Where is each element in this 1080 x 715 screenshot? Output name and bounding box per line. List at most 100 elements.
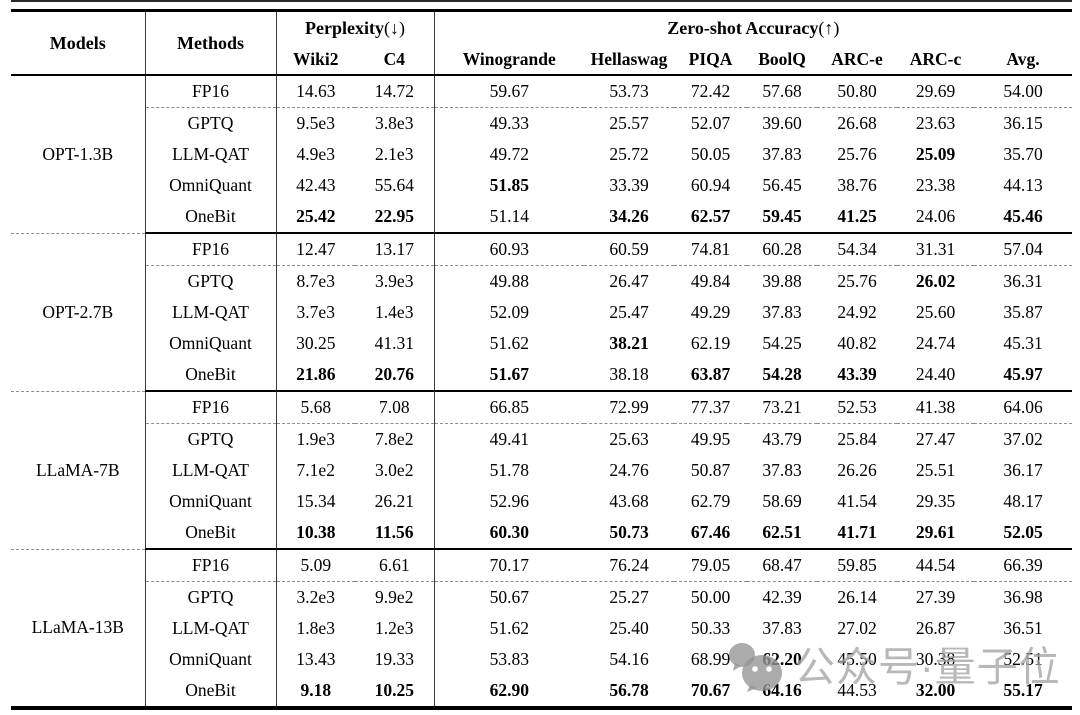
column-header-methods: Methods — [145, 10, 277, 76]
value-cell: 24.06 — [897, 201, 975, 234]
table-row: OneBit 21.86 20.76 51.67 38.18 63.87 54.28 43.3… — [11, 359, 1073, 392]
value-cell: 2.1e3 — [355, 139, 435, 170]
value-cell: 7.8e2 — [355, 423, 435, 455]
value-cell: 37.83 — [762, 302, 802, 322]
value-cell: 24.92 — [837, 302, 877, 322]
method-cell: OmniQuant — [145, 170, 277, 201]
column-header-piqa: PIQA — [674, 45, 748, 76]
method-cell: GPTQ — [145, 581, 277, 613]
value-cell: 11.56 — [355, 517, 435, 550]
value-cell: 25.63 — [609, 429, 649, 449]
value-cell: 3.0e2 — [355, 455, 435, 486]
method-cell: LLM-QAT — [145, 455, 277, 486]
value-cell: 54.25 — [762, 333, 802, 353]
value-cell: 67.46 — [674, 517, 748, 550]
value-cell: 60.94 — [690, 175, 731, 195]
table-row: OneBit 9.18 10.25 62.90 56.78 70.67 64.16 44.53… — [11, 675, 1072, 708]
value-cell: 10.25 — [355, 675, 435, 708]
value-cell: 60.28 — [747, 233, 818, 266]
value-cell: 76.24 — [584, 549, 675, 582]
value-cell: 29.35 — [915, 491, 956, 511]
value-cell: 37.83 — [762, 144, 802, 164]
table-row: LLM-QAT 4.9e3 2.1e3 49.72 25.72 50.05 37.83 25.… — [11, 139, 1072, 170]
table-row: LLM-QAT 3.7e3 1.4e3 52.09 25.47 49.29 37.83 24.… — [11, 297, 1072, 328]
table-top-rule — [11, 0, 1072, 2]
value-cell: 42.39 — [762, 587, 802, 607]
column-header-hellaswag: Hellaswag — [584, 45, 675, 76]
table-row: LLaMA-13B FP16 5.09 6.61 70.17 76.24 79.05 68.4… — [11, 549, 1073, 709]
value-cell: 14.72 — [355, 75, 435, 108]
value-cell: 27.39 — [915, 587, 956, 607]
value-cell: 59.85 — [817, 549, 898, 582]
value-cell: 40.82 — [837, 333, 877, 353]
value-cell: 54.34 — [817, 233, 898, 266]
header-row-groups: Models Methods Perplexity(↓) Zero-shot A… — [11, 10, 1072, 76]
value-cell: 26.02 — [915, 271, 956, 291]
value-cell: 10.38 — [276, 517, 355, 550]
value-cell: 68.47 — [747, 549, 818, 582]
table-row: GPTQ 9.5e3 3.8e3 49.33 25.57 52.07 39.60 26.68 2… — [11, 107, 1072, 139]
value-cell: 45.46 — [974, 201, 1073, 234]
value-cell: 3.8e3 — [355, 107, 435, 139]
value-cell: 73.21 — [747, 391, 818, 424]
value-cell: 15.34 — [296, 491, 336, 511]
value-cell: 20.76 — [355, 359, 435, 392]
value-cell: 36.98 — [1003, 587, 1043, 607]
value-cell: 25.60 — [915, 302, 956, 322]
value-cell: 7.08 — [355, 391, 435, 424]
table-row: OmniQuant 30.25 41.31 51.62 38.21 62.19 54.25 4… — [11, 328, 1072, 359]
value-cell: 25.76 — [837, 144, 877, 164]
value-cell: 50.05 — [690, 144, 731, 164]
value-cell: 34.26 — [584, 201, 675, 234]
value-cell: 62.57 — [674, 201, 748, 234]
value-cell: 51.62 — [489, 618, 529, 638]
results-table: Models Methods Perplexity(↓) Zero-shot A… — [11, 9, 1073, 710]
method-cell: LLM-QAT — [145, 297, 277, 328]
value-cell: 25.76 — [837, 271, 877, 291]
value-cell: 38.21 — [609, 333, 649, 353]
value-cell: 62.90 — [489, 680, 529, 700]
method-cell: GPTQ — [145, 265, 277, 297]
value-cell: 36.15 — [1003, 113, 1043, 133]
value-cell: 13.17 — [355, 233, 435, 266]
value-cell: 41.71 — [817, 517, 898, 550]
value-cell: 1.2e3 — [355, 613, 435, 644]
column-header-boolq: BoolQ — [747, 45, 818, 76]
value-cell: 44.13 — [1003, 175, 1043, 195]
table-row: OmniQuant 15.34 26.21 52.96 43.68 62.79 58.69 4… — [11, 486, 1072, 517]
value-cell: 26.26 — [837, 460, 877, 480]
value-cell: 9.9e2 — [355, 581, 435, 613]
value-cell: 49.41 — [489, 429, 529, 449]
value-cell: 56.78 — [609, 680, 649, 700]
value-cell: 54.00 — [974, 75, 1073, 108]
value-cell: 27.47 — [915, 429, 956, 449]
model-name: LLaMA-7B — [11, 391, 146, 550]
value-cell: 62.51 — [747, 517, 818, 550]
method-cell: GPTQ — [145, 107, 277, 139]
value-cell: 48.17 — [1003, 491, 1043, 511]
value-cell: 26.21 — [355, 486, 435, 517]
value-cell: 3.2e3 — [296, 587, 335, 607]
value-cell: 55.64 — [355, 170, 435, 201]
value-cell: 60.93 — [434, 233, 585, 266]
value-cell: 3.7e3 — [296, 302, 335, 322]
value-cell: 66.85 — [434, 391, 585, 424]
column-header-winogrande: Winogrande — [434, 45, 585, 76]
value-cell: 1.4e3 — [355, 297, 435, 328]
value-cell: 7.1e2 — [296, 460, 335, 480]
value-cell: 54.16 — [609, 649, 649, 669]
column-header-arc-e: ARC-e — [817, 45, 898, 76]
value-cell: 58.69 — [762, 491, 802, 511]
value-cell: 36.31 — [1003, 271, 1043, 291]
model-name: OPT-2.7B — [11, 233, 146, 392]
header-row-subcolumns: Wiki2 C4 Winogrande Hellaswag PIQA BoolQ… — [11, 45, 1073, 76]
value-cell: 26.68 — [837, 113, 877, 133]
value-cell: 72.99 — [584, 391, 675, 424]
value-cell: 38.76 — [837, 175, 877, 195]
value-cell: 49.29 — [690, 302, 731, 322]
value-cell: 29.69 — [897, 75, 975, 108]
value-cell: 52.51 — [1003, 649, 1043, 669]
value-cell: 32.00 — [915, 680, 956, 700]
method-cell: OmniQuant — [145, 328, 277, 359]
